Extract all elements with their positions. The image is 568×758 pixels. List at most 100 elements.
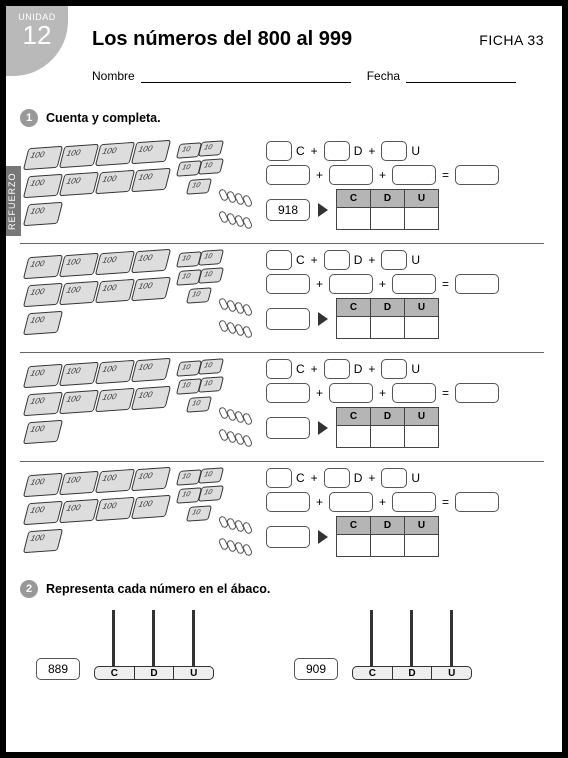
plus-sign: + <box>366 144 377 158</box>
cell-input[interactable] <box>405 426 439 448</box>
cdu-expression: C + D + U <box>266 250 544 270</box>
input-box[interactable] <box>266 359 292 379</box>
side-tab: REFUERZO <box>3 166 21 236</box>
input-box[interactable] <box>266 165 310 185</box>
plus-sign: + <box>314 495 325 509</box>
abacus-base: C D U <box>352 666 472 680</box>
input-box[interactable] <box>329 165 373 185</box>
cell-input[interactable] <box>405 208 439 230</box>
input-box[interactable] <box>266 250 292 270</box>
base-d: D <box>135 667 175 679</box>
cell-input[interactable] <box>337 208 371 230</box>
th-u: U <box>405 190 439 208</box>
input-box[interactable] <box>324 141 350 161</box>
input-box[interactable] <box>381 468 407 488</box>
counting-image <box>20 141 256 237</box>
table-line: 918 CDU <box>266 189 544 230</box>
th-d: D <box>371 408 405 426</box>
input-box[interactable] <box>266 383 310 403</box>
th-c: C <box>337 517 371 535</box>
number-box[interactable]: 918 <box>266 199 310 221</box>
input-box[interactable] <box>324 468 350 488</box>
input-box[interactable] <box>324 250 350 270</box>
equals-sign: = <box>440 386 451 400</box>
input-box[interactable] <box>455 383 499 403</box>
cell-input[interactable] <box>371 317 405 339</box>
section-1-title: Cuenta y completa. <box>46 111 161 125</box>
cell-input[interactable] <box>337 426 371 448</box>
abacus-number: 909 <box>294 658 338 680</box>
input-box[interactable] <box>329 492 373 512</box>
cell-input[interactable] <box>337 317 371 339</box>
cell-input[interactable] <box>371 208 405 230</box>
input-box[interactable] <box>266 468 292 488</box>
number-box[interactable] <box>266 417 310 439</box>
ficha-label: FICHA 33 <box>479 32 544 48</box>
input-box[interactable] <box>266 141 292 161</box>
input-box[interactable] <box>455 165 499 185</box>
number-box[interactable] <box>266 308 310 330</box>
cell-input[interactable] <box>371 426 405 448</box>
nombre-input-line[interactable] <box>141 69 351 83</box>
input-box[interactable] <box>266 274 310 294</box>
abacus-rod <box>112 610 115 666</box>
base-c: C <box>353 667 393 679</box>
page-title: Los números del 800 al 999 <box>92 28 352 51</box>
input-box[interactable] <box>329 383 373 403</box>
abacus[interactable]: C D U <box>352 608 472 680</box>
input-box[interactable] <box>266 492 310 512</box>
input-box[interactable] <box>392 492 436 512</box>
exercise-row: C + D + U + + = CDU <box>20 461 544 570</box>
input-box[interactable] <box>392 165 436 185</box>
worksheet-page: UNIDAD 12 REFUERZO Los números del 800 a… <box>0 0 568 758</box>
section-1-badge: 1 <box>20 109 38 127</box>
plus-sign: + <box>314 386 325 400</box>
table-line: CDU <box>266 516 544 557</box>
input-box[interactable] <box>329 274 373 294</box>
title-row: Los números del 800 al 999 FICHA 33 <box>92 18 544 51</box>
d-label: D <box>354 144 363 158</box>
abacus-rod <box>370 610 373 666</box>
cell-input[interactable] <box>405 317 439 339</box>
plus-sign: + <box>366 253 377 267</box>
plus-sign: + <box>314 168 325 182</box>
d-label: D <box>354 253 363 267</box>
cell-input[interactable] <box>371 535 405 557</box>
input-box[interactable] <box>381 141 407 161</box>
fecha-input-line[interactable] <box>406 69 516 83</box>
table-line: CDU <box>266 407 544 448</box>
plus-sign: + <box>377 168 388 182</box>
exercise-row: C + D + U + + = 918 CDU <box>20 135 544 243</box>
arrow-icon <box>318 530 328 544</box>
equals-sign: = <box>440 277 451 291</box>
number-box[interactable] <box>266 526 310 548</box>
exercise-row: C + D + U + + = CDU <box>20 352 544 461</box>
abacus-block: 889 C D U <box>36 608 214 680</box>
counting-image <box>20 250 256 346</box>
input-box[interactable] <box>392 274 436 294</box>
cdu-expression: C + D + U <box>266 359 544 379</box>
section-1-head: 1 Cuenta y completa. <box>20 109 544 127</box>
plus-sign: + <box>377 495 388 509</box>
exercise-row: C + D + U + + = CDU <box>20 243 544 352</box>
plus-sign: + <box>309 362 320 376</box>
base-u: U <box>174 667 213 679</box>
sum-expression: + + = <box>266 492 544 512</box>
input-box[interactable] <box>455 274 499 294</box>
th-u: U <box>405 299 439 317</box>
th-d: D <box>371 517 405 535</box>
abacus-rod <box>192 610 195 666</box>
section-2-badge: 2 <box>20 580 38 598</box>
cell-input[interactable] <box>337 535 371 557</box>
input-box[interactable] <box>392 383 436 403</box>
cell-input[interactable] <box>405 535 439 557</box>
input-box[interactable] <box>381 359 407 379</box>
cdu-expression: C + D + U <box>266 141 544 161</box>
input-box[interactable] <box>324 359 350 379</box>
abacus-base: C D U <box>94 666 214 680</box>
abacus[interactable]: C D U <box>94 608 214 680</box>
plus-sign: + <box>366 362 377 376</box>
input-box[interactable] <box>455 492 499 512</box>
input-box[interactable] <box>381 250 407 270</box>
abacus-rod <box>410 610 413 666</box>
